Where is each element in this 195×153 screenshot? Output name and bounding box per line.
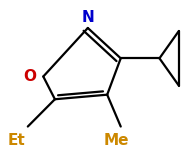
Text: Me: Me [104, 133, 130, 148]
Text: N: N [82, 10, 94, 25]
Text: O: O [23, 69, 36, 84]
Text: Et: Et [7, 133, 25, 148]
